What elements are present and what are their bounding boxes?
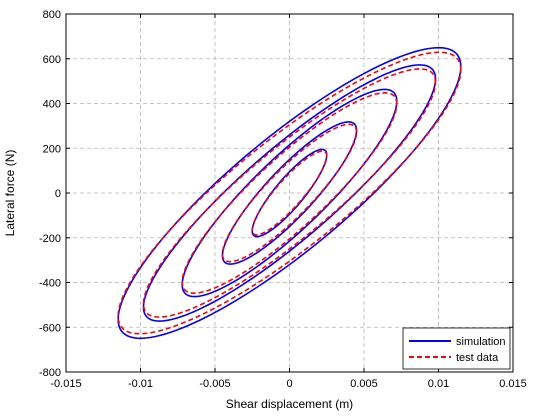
test-data-loop-5 — [117, 51, 462, 335]
x-tick-label: 0.01 — [428, 378, 449, 390]
y-tick-label: 0 — [55, 188, 61, 200]
curves — [117, 46, 462, 340]
legend-label-test-data: test data — [456, 352, 499, 364]
y-tick-label: -600 — [39, 322, 61, 334]
legend: simulation test data — [402, 327, 511, 370]
x-tick-label: 0 — [286, 378, 292, 390]
test-data-loop-2 — [221, 123, 358, 263]
y-tick-label: -200 — [39, 233, 61, 245]
ticks: -0.015 -0.01 -0.005 0 0.005 0.01 0.015 -800 -600… — [39, 9, 527, 390]
simulation-loop-1 — [251, 148, 328, 238]
y-tick-label: 600 — [43, 54, 61, 66]
legend-label-simulation: simulation — [456, 336, 506, 348]
test-data-loop-3 — [181, 92, 398, 294]
x-tick-label: 0.015 — [499, 378, 527, 390]
y-tick-label: -400 — [39, 278, 61, 290]
y-tick-label: 800 — [43, 9, 61, 21]
y-tick-label: 200 — [43, 143, 61, 155]
x-tick-label: -0.01 — [128, 378, 153, 390]
test-data-loop-4 — [142, 68, 437, 318]
y-axis-title: Lateral force (N) — [3, 150, 17, 237]
legend-box — [402, 327, 511, 370]
test-data-loop-1 — [251, 150, 328, 236]
y-tick-label: 400 — [43, 99, 61, 111]
x-tick-label: -0.005 — [199, 378, 230, 390]
x-tick-label: -0.015 — [50, 378, 81, 390]
x-axis-title: Shear displacement (m) — [226, 397, 353, 411]
x-tick-label: 0.005 — [350, 378, 378, 390]
y-tick-label: -800 — [39, 367, 61, 379]
